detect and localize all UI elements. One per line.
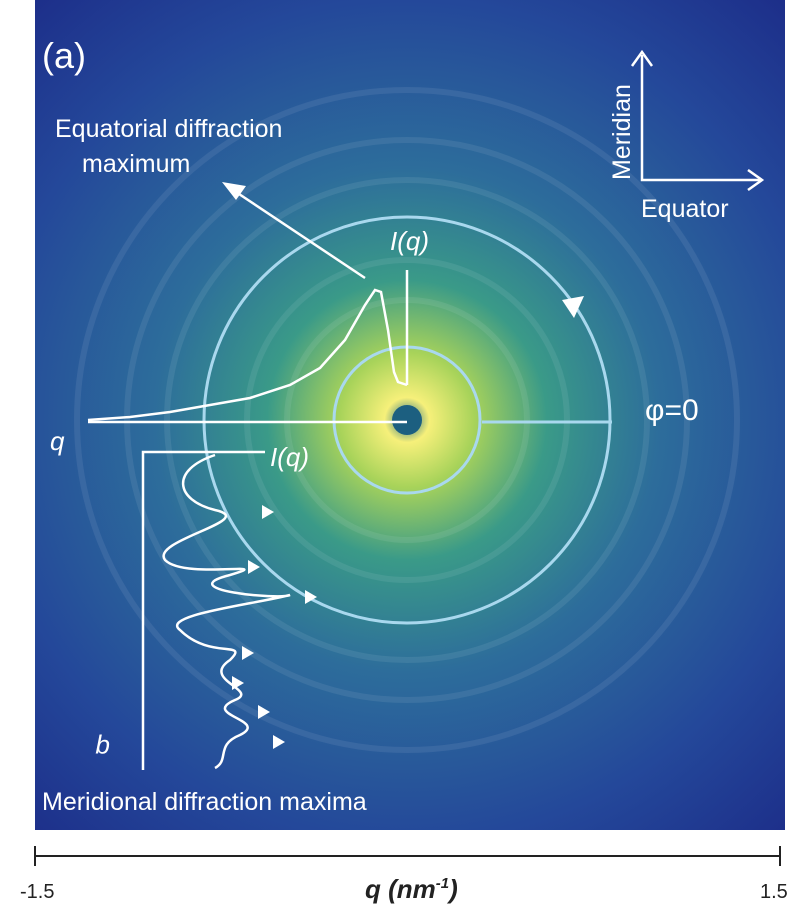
caption: Meridional diffraction maxima — [42, 788, 367, 816]
intensity-label: I(q) — [390, 226, 429, 256]
panel-label: (a) — [42, 35, 86, 76]
meridian-label: Meridian — [608, 84, 636, 180]
q-label: q — [50, 426, 65, 456]
figure: (a) Equatorial diffraction maximum Merid… — [0, 0, 798, 913]
scale-label-sup: -1 — [436, 875, 449, 892]
scale-label-text: q (nm — [365, 874, 436, 904]
scale-bar — [35, 846, 780, 866]
phi-label: φ=0 — [645, 394, 699, 427]
beam-stop — [392, 405, 422, 435]
annotation: Equatorial diffraction — [55, 115, 282, 143]
scale-label: q (nm-1) — [365, 874, 458, 904]
scale-max: 1.5 — [760, 881, 788, 903]
intensity-label: I(q) — [270, 442, 309, 472]
annotation: maximum — [82, 150, 190, 178]
equator-label: Equator — [641, 195, 729, 223]
scale-min: -1.5 — [20, 881, 54, 903]
q-label: q — [95, 734, 110, 764]
